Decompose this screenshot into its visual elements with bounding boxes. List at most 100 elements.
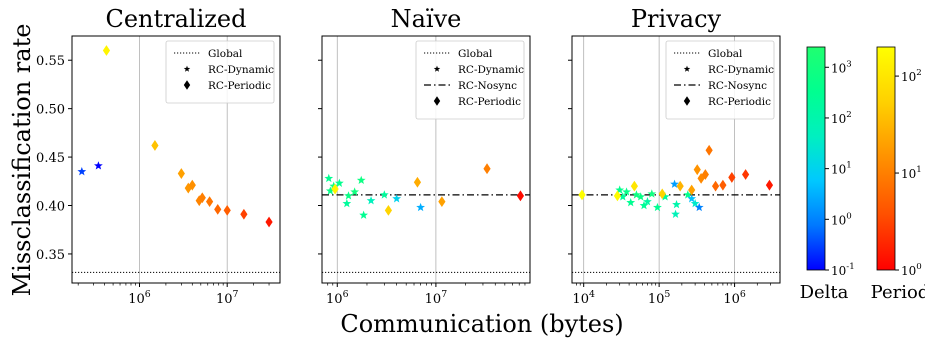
legend-box bbox=[165, 40, 275, 104]
periodic-point bbox=[693, 164, 701, 176]
periodic-point bbox=[151, 140, 159, 151]
dynamic-point bbox=[622, 187, 631, 196]
y-tick-label: 0.40 bbox=[36, 200, 65, 215]
colorbar-tick-label: 102 bbox=[901, 68, 922, 84]
colorbar-tick-label: 101 bbox=[831, 161, 852, 177]
colorbar-tick-label: 101 bbox=[901, 165, 922, 181]
y-tick-label: 0.50 bbox=[36, 103, 65, 118]
periodic-point bbox=[102, 45, 111, 56]
legend-diamond-icon bbox=[183, 80, 191, 90]
colorbar-period: 100 101 102 Period bbox=[871, 46, 925, 303]
dynamic-point bbox=[334, 178, 344, 187]
periodic-point bbox=[177, 168, 185, 179]
dynamic-point bbox=[618, 192, 628, 201]
panel-3: Privacy 104 105 106 Global RC-Dynamic RC-Nosyn… bbox=[568, 5, 781, 307]
dynamic-point bbox=[690, 198, 700, 208]
panel-title: Naïve bbox=[391, 5, 462, 33]
panel-1: Centralized 106 107 0.35 0.40 0.45 0.50 0.55 Glo… bbox=[36, 5, 281, 307]
plot-frame bbox=[571, 35, 781, 284]
panel-title: Privacy bbox=[631, 5, 722, 33]
y-axis-label: Missclassification rate bbox=[8, 24, 36, 297]
periodic-point bbox=[728, 172, 736, 183]
colorbar-tick-label: 100 bbox=[901, 262, 922, 278]
x-tick-label: 106 bbox=[326, 289, 349, 307]
periodic-point bbox=[711, 180, 720, 192]
periodic-point bbox=[719, 179, 727, 191]
legend-star-icon bbox=[683, 65, 691, 72]
dynamic-point bbox=[660, 192, 670, 201]
legend-label: RC-Dynamic bbox=[208, 64, 274, 76]
dynamic-point bbox=[94, 161, 103, 170]
periodic-point bbox=[384, 204, 393, 216]
periodic-point bbox=[438, 196, 446, 208]
dynamic-point bbox=[416, 202, 425, 212]
legend-label: Global bbox=[708, 48, 743, 60]
colorbar-tick-label: 100 bbox=[831, 211, 852, 227]
x-tick-label: 106 bbox=[128, 289, 151, 307]
panel-title: Centralized bbox=[105, 5, 246, 33]
dynamic-point bbox=[342, 198, 352, 208]
periodic-point bbox=[214, 203, 222, 215]
periodic-point bbox=[331, 183, 339, 195]
legend-label: RC-Dynamic bbox=[458, 64, 524, 76]
dynamic-point bbox=[324, 173, 334, 183]
periodic-point bbox=[701, 169, 709, 180]
y-tick-label: 0.35 bbox=[36, 248, 65, 263]
dynamic-point bbox=[356, 175, 366, 185]
x-tick-label: 104 bbox=[572, 289, 595, 307]
periodic-point bbox=[205, 196, 214, 208]
legend-diamond-icon bbox=[683, 96, 691, 106]
dynamic-point bbox=[687, 194, 697, 203]
periodic-point bbox=[742, 169, 750, 180]
colorbar-gradient bbox=[806, 46, 826, 271]
plot-frame bbox=[321, 35, 531, 284]
dynamic-point bbox=[653, 202, 662, 212]
legend-label: RC-Periodic bbox=[708, 96, 771, 108]
colorbar-gradient bbox=[876, 46, 896, 271]
periodic-point bbox=[578, 189, 586, 201]
dynamic-point bbox=[643, 197, 652, 206]
periodic-point bbox=[705, 144, 713, 156]
periodic-point bbox=[240, 208, 248, 220]
legend-star-icon bbox=[183, 65, 191, 72]
dynamic-point bbox=[672, 199, 681, 209]
dynamic-point bbox=[344, 191, 353, 200]
periodic-point bbox=[223, 204, 231, 216]
plot-frame bbox=[71, 35, 281, 284]
dynamic-point bbox=[671, 209, 680, 218]
periodic-point bbox=[516, 190, 525, 202]
legend-label: RC-Nosync bbox=[708, 80, 767, 92]
dynamic-point bbox=[329, 181, 339, 190]
dynamic-point bbox=[359, 210, 368, 219]
periodic-point bbox=[413, 176, 422, 188]
colorbar-label: Period bbox=[871, 282, 925, 303]
panel-2: Naïve 106 107 Global RC-Dynamic RC-Nosync RC-P… bbox=[318, 5, 531, 307]
dynamic-point bbox=[379, 190, 389, 199]
x-tick-label: 107 bbox=[425, 289, 448, 307]
colorbar-label: Delta bbox=[800, 282, 849, 303]
periodic-point bbox=[765, 179, 774, 191]
periodic-point bbox=[198, 192, 206, 204]
periodic-point bbox=[188, 179, 196, 191]
dynamic-point bbox=[670, 179, 679, 188]
x-tick-label: 107 bbox=[216, 289, 239, 307]
legend-label: RC-Periodic bbox=[208, 80, 271, 92]
legend-box bbox=[415, 40, 525, 120]
legend-label: Global bbox=[208, 48, 243, 60]
periodic-point bbox=[483, 163, 491, 175]
dynamic-point bbox=[366, 196, 376, 205]
y-tick-label: 0.45 bbox=[36, 151, 65, 166]
periodic-point bbox=[697, 172, 705, 184]
colorbar-tick-label: 102 bbox=[831, 110, 852, 126]
dynamic-point bbox=[636, 192, 646, 201]
dynamic-point bbox=[626, 198, 636, 207]
periodic-point bbox=[658, 188, 666, 200]
legend-label: RC-Nosync bbox=[458, 80, 517, 92]
legend-label: RC-Dynamic bbox=[708, 64, 774, 76]
x-tick-label: 106 bbox=[723, 289, 746, 307]
legend-star-icon bbox=[433, 65, 441, 72]
y-tick-label: 0.55 bbox=[36, 54, 65, 69]
dynamic-point bbox=[615, 185, 625, 194]
dynamic-point bbox=[325, 186, 335, 195]
